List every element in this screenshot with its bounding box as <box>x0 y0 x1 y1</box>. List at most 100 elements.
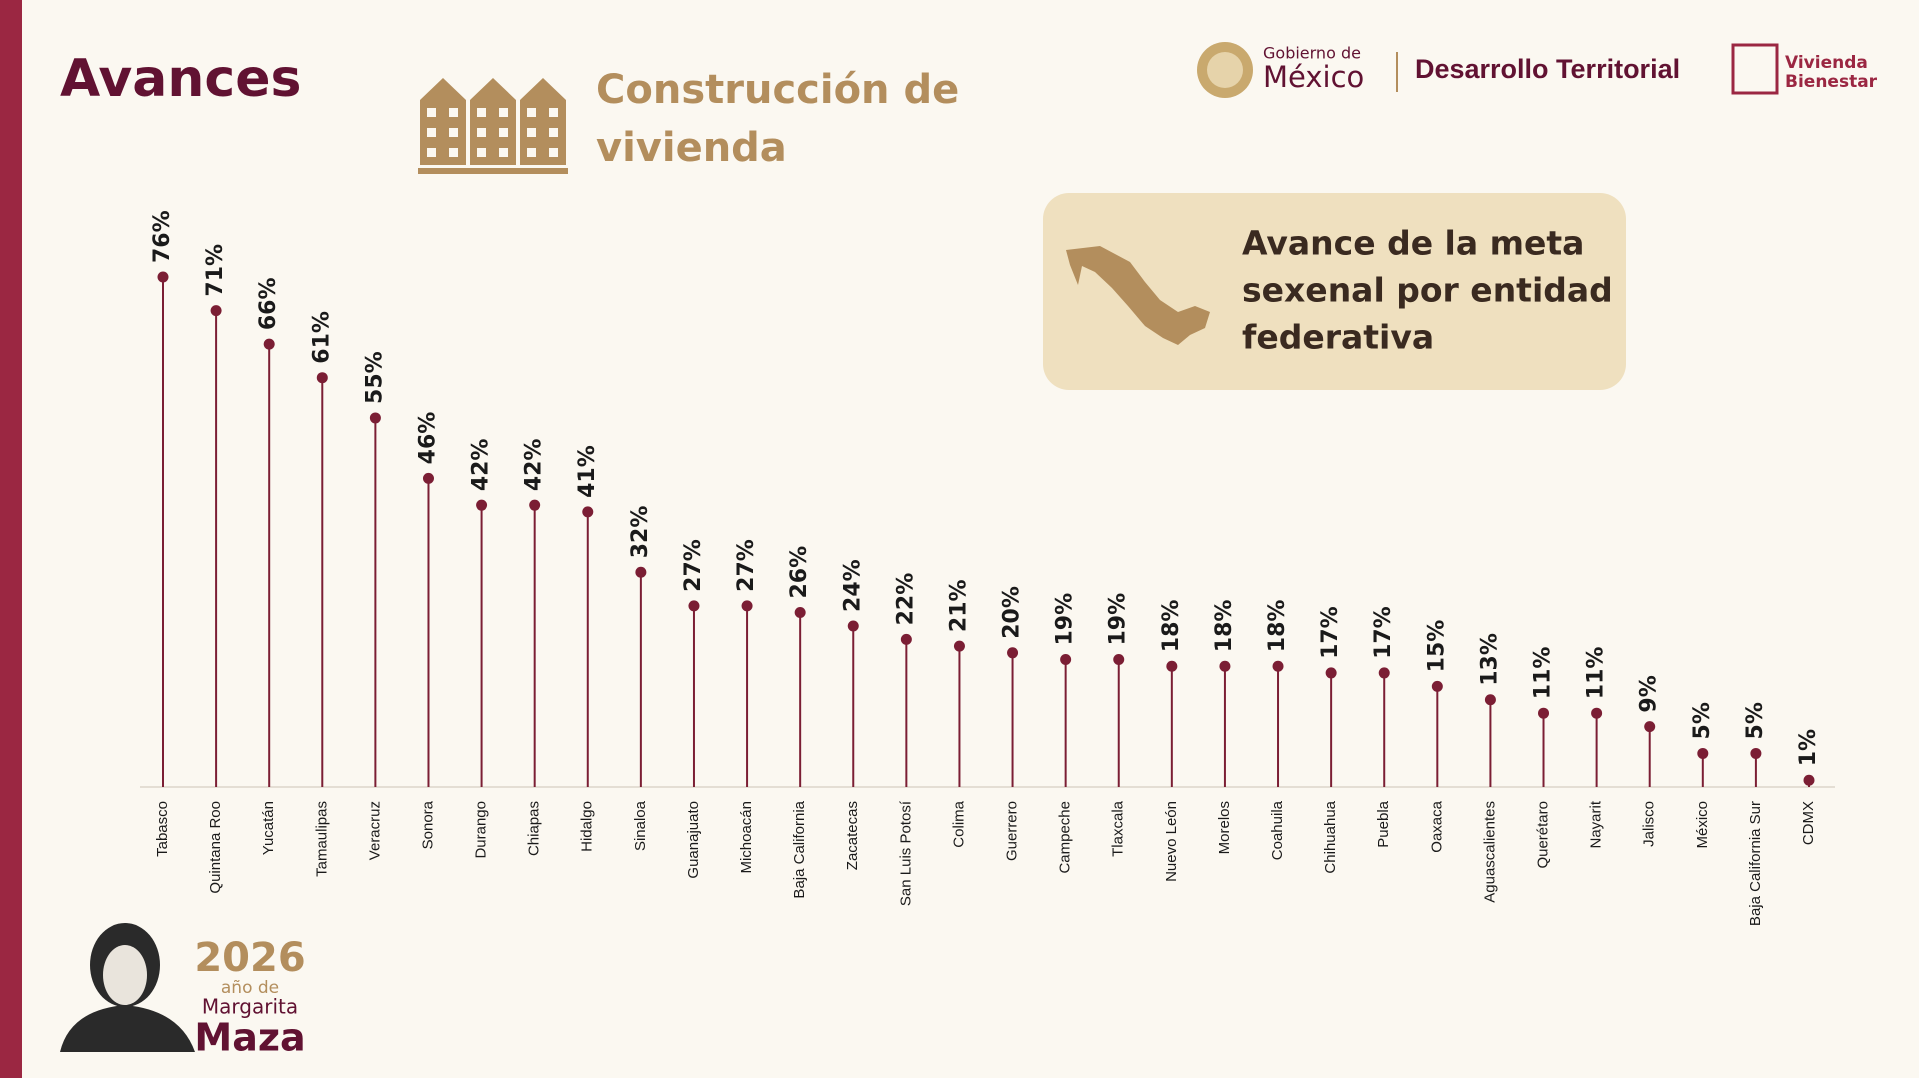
dot <box>582 506 594 518</box>
x-tick-label: Morelos <box>1216 801 1233 854</box>
value-label: 46% <box>415 412 440 465</box>
dot <box>688 600 700 612</box>
x-tick-label: Durango <box>473 801 490 859</box>
section-title: Construcción de <box>596 67 959 113</box>
dot <box>1697 747 1709 759</box>
dot <box>1431 680 1443 692</box>
dot <box>635 566 647 578</box>
value-label: 17% <box>1371 606 1396 659</box>
x-tick-label: Chihuahua <box>1322 800 1339 873</box>
footer-year: 2026 <box>194 935 305 981</box>
x-tick-label: Guanajuato <box>685 801 702 879</box>
dot <box>953 640 965 652</box>
dot <box>1538 707 1550 719</box>
dot <box>1644 721 1656 733</box>
value-label: 19% <box>1106 593 1131 646</box>
x-tick-label: San Luis Potosí <box>897 800 914 906</box>
logo-text: México <box>1263 60 1364 94</box>
value-label: 18% <box>1159 600 1184 653</box>
logo-text: Gobierno de <box>1263 44 1361 63</box>
x-tick-label: Colima <box>950 800 967 847</box>
value-label: 11% <box>1531 647 1556 700</box>
value-label: 66% <box>256 277 281 330</box>
value-label: 13% <box>1477 633 1502 686</box>
x-tick-label: Hidalgo <box>579 801 596 852</box>
logo-text: Desarrollo Territorial <box>1415 54 1680 84</box>
dot <box>316 372 328 384</box>
x-tick-label: Tabasco <box>154 801 171 857</box>
footer-caption: Margarita <box>202 995 298 1019</box>
dot <box>1113 654 1125 666</box>
value-label: 5% <box>1743 702 1768 739</box>
dot <box>422 472 434 484</box>
value-label: 24% <box>840 559 865 612</box>
value-label: 5% <box>1690 702 1715 739</box>
x-tick-label: Zacatecas <box>844 801 861 870</box>
dot <box>847 620 859 632</box>
dot <box>476 499 488 511</box>
dot <box>1272 660 1284 672</box>
dot <box>1750 747 1762 759</box>
x-tick-label: Chiapas <box>526 801 543 856</box>
program-icon <box>1731 43 1779 95</box>
dot <box>1591 707 1603 719</box>
value-label: 19% <box>1053 593 1078 646</box>
side-bar <box>0 0 22 1078</box>
value-label: 61% <box>309 311 334 364</box>
value-label: 18% <box>1212 600 1237 653</box>
value-label: 15% <box>1424 620 1449 673</box>
logo-text: Vivienda <box>1785 53 1868 73</box>
chart-title: sexenal por entidad <box>1242 271 1613 310</box>
value-label: 18% <box>1265 600 1290 653</box>
x-tick-label: Sonora <box>419 800 436 849</box>
x-tick-label: Nuevo León <box>1163 801 1180 882</box>
dot <box>1325 667 1337 679</box>
dot <box>369 412 381 424</box>
x-tick-label: Yucatán <box>260 801 277 855</box>
building-windows <box>427 108 558 157</box>
x-tick-label: Coahuila <box>1269 800 1286 860</box>
value-label: 71% <box>203 244 228 297</box>
emblem <box>1207 52 1243 88</box>
value-label: 9% <box>1637 675 1662 712</box>
dot <box>1007 647 1019 659</box>
logo-text: Bienestar <box>1785 72 1878 92</box>
footer-caption: Maza <box>194 1016 305 1060</box>
value-label: 55% <box>362 351 387 404</box>
subtitle-box <box>1043 193 1626 390</box>
x-tick-label: Quintana Roo <box>207 801 224 894</box>
x-tick-label: CDMX <box>1800 801 1817 845</box>
value-label: 27% <box>681 539 706 592</box>
x-tick-label: Jalisco <box>1641 801 1658 847</box>
value-label: 17% <box>1318 606 1343 659</box>
x-tick-label: Veracruz <box>366 801 383 860</box>
dot <box>1166 660 1178 672</box>
value-label: 11% <box>1584 647 1609 700</box>
dot <box>1378 667 1390 679</box>
x-tick-label: Tamaulipas <box>313 801 330 877</box>
value-label: 42% <box>469 439 494 492</box>
x-tick-label: Campeche <box>1057 801 1074 874</box>
x-tick-label: Oaxaca <box>1428 800 1445 852</box>
dot <box>741 600 753 612</box>
value-label: 42% <box>522 439 547 492</box>
x-tick-label: Sinaloa <box>632 800 649 851</box>
x-tick-label: Aguascalientes <box>1481 801 1498 903</box>
value-label: 1% <box>1796 729 1821 766</box>
dot <box>900 633 912 645</box>
dot <box>210 305 222 317</box>
value-label: 22% <box>893 573 918 626</box>
dot <box>1219 660 1231 672</box>
value-label: 21% <box>946 579 971 632</box>
chart-title: Avance de la meta <box>1242 224 1584 263</box>
dot <box>157 271 169 283</box>
dot <box>1484 694 1496 706</box>
value-label: 27% <box>734 539 759 592</box>
x-tick-label: Guerrero <box>1004 801 1021 861</box>
x-tick-label: Puebla <box>1375 800 1392 847</box>
value-label: 41% <box>575 445 600 498</box>
dot <box>1060 654 1072 666</box>
value-label: 76% <box>150 210 175 263</box>
portrait <box>60 923 195 1052</box>
